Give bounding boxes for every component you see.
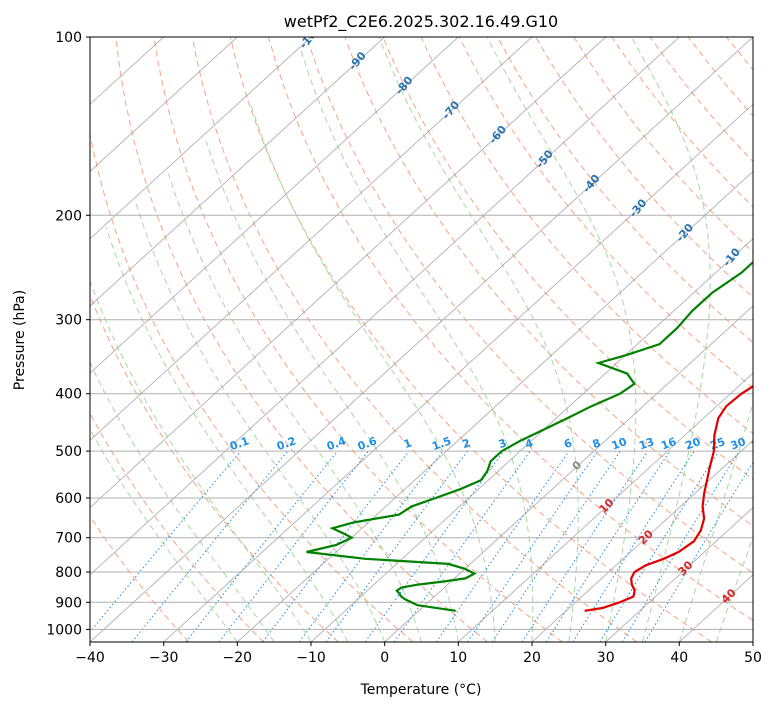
mixing-ratio-line [186,451,338,642]
x-axis-ticks: −40 −30 −20 −10 0 10 20 30 40 50 [75,642,762,666]
x-tick-label: 30 [597,650,615,666]
dry-adiabat-line [497,37,775,642]
mixing-ratio-line [600,451,719,642]
dry-adiabat-line [421,37,775,642]
mixing-ratio-label: 36 [749,435,768,453]
mixing-ratio-label: 1.5 [430,434,453,453]
x-tick-label: 40 [670,650,688,666]
mixing-ratio-label: 0.4 [325,434,348,453]
mixing-ratio-line [436,451,569,642]
x-tick-label: 0 [380,650,389,666]
mixing-ratio-label: 0.6 [356,434,379,453]
dry-adiabat-line [765,37,775,642]
x-tick-label: 50 [744,650,762,666]
dry-adiabat-line [0,37,189,642]
mixing-ratio-line [573,451,694,642]
moist-adiabat-line [136,202,385,642]
mixing-ratio-line [299,451,443,642]
mixing-ratio-line [219,451,368,642]
dry-adiabat-line [345,37,775,642]
mixing-ratio-label: 0.2 [275,434,298,453]
y-tick-label: 1000 [46,622,82,638]
dry-adiabat-line [650,37,775,642]
isotherms [0,37,775,642]
chart-title: wetPf2_C2E6.2025.302.16.49.G10 [284,12,558,32]
y-axis-label: Pressure (hPa) [12,290,28,390]
mixing-ratio-label: 16 [659,435,678,453]
y-tick-label: 800 [55,565,82,581]
moist-adiabat-line [716,37,775,642]
mixing-ratio-line [546,451,670,642]
x-axis-label: Temperature (°C) [360,682,482,698]
x-tick-label: 20 [523,650,541,666]
dry-adiabat-line [269,37,775,642]
mixing-ratio-line [365,451,503,642]
y-tick-label: 200 [55,208,82,224]
isotherm-line [16,37,679,642]
mixing-ratio-label: 30 [729,435,748,453]
y-tick-label: 700 [55,531,82,547]
mixing-ratio-line [622,451,739,642]
dry-adiabat-line [688,37,775,642]
y-tick-label: 100 [55,30,82,46]
isotherm-line [0,37,385,642]
y-tick-label: 300 [55,313,82,329]
mixing-ratio-label: 10 [610,435,629,453]
y-axis-ticks: 100 200 300 400 500 600 700 800 900 1000 [46,30,90,638]
moist-adiabat-line [379,37,578,642]
x-tick-label: −30 [149,650,179,666]
mixing-ratio-label: 20 [683,435,702,453]
x-tick-label: −20 [223,650,253,666]
moist-adiabat-line [107,228,348,642]
dry-adiabat-line [78,37,413,642]
dry-adiabat-line [230,37,711,642]
y-tick-label: 900 [55,595,82,611]
y-tick-label: 500 [55,444,82,460]
x-tick-label: 10 [449,650,467,666]
isotherm-line [0,37,606,642]
isotherm-line [0,37,458,642]
dry-adiabat-line [1,37,263,642]
mixing-ratio-line [132,451,288,642]
isotherm-line [753,37,775,642]
y-tick-label: 400 [55,387,82,403]
mixing-ratio-line [263,451,409,642]
mixing-ratio-label: 1 [402,436,414,451]
isotherm-line [0,37,311,642]
dry-adiabat-line [536,37,775,642]
x-tick-label: −40 [75,650,105,666]
isotherm-line [90,37,753,642]
mixing-ratio-label: 0.1 [228,434,251,453]
isotherm-line [0,37,237,642]
mixing-ratio-line [468,451,598,642]
y-tick-label: 600 [55,491,82,507]
mixing-ratio-line [82,451,241,642]
dewpoint-line [307,37,775,611]
isotherm-line [164,37,775,642]
dry-adiabat-line [612,37,775,642]
mixing-ratio-label: 25 [708,435,727,452]
mixing-ratio-line [492,451,620,642]
moist-adiabat-line [487,37,636,642]
dry-adiabat-line [574,37,775,642]
moist-adiabat-line [55,273,274,642]
x-tick-label: −10 [296,650,326,666]
mixing-ratio-label: 2 [460,436,472,451]
mixing-ratio-lines [82,451,760,642]
dry-adiabat-line [726,37,775,642]
